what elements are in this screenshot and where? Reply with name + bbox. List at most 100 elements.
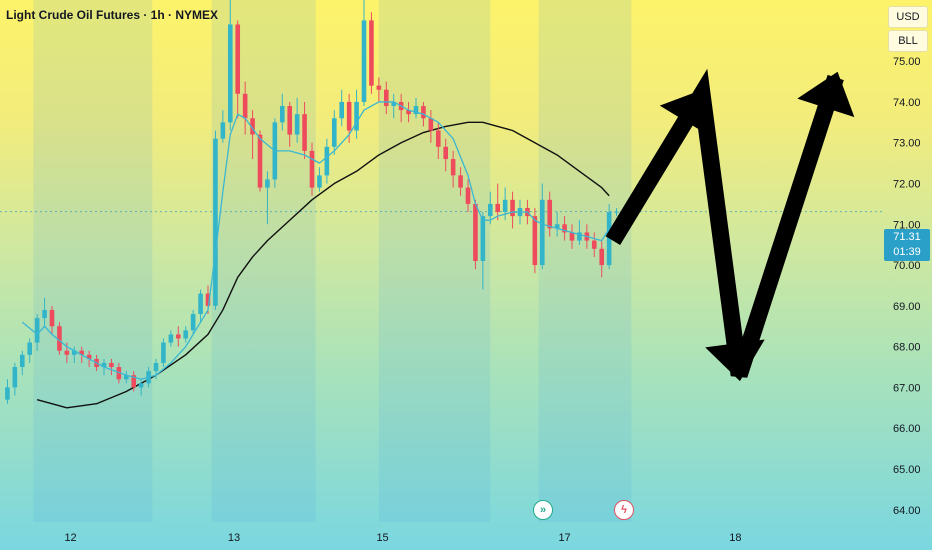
price-tick-label: 69.00 xyxy=(893,301,921,313)
candle-body xyxy=(428,118,434,131)
candle xyxy=(547,191,553,237)
candle-body xyxy=(86,354,92,359)
candle-body xyxy=(257,134,263,188)
candle xyxy=(539,183,545,270)
candle xyxy=(265,171,270,225)
candle xyxy=(554,212,560,237)
candle-body xyxy=(49,309,55,327)
time-tick-label: 15 xyxy=(376,532,388,544)
candle-body xyxy=(183,330,189,339)
candle xyxy=(250,110,255,160)
candle-body xyxy=(458,175,463,188)
candle xyxy=(331,110,337,155)
candle-body xyxy=(175,334,181,339)
candle-body xyxy=(547,199,553,229)
candle-body xyxy=(213,138,218,306)
candle-body xyxy=(369,20,374,86)
price-tick-label: 72.00 xyxy=(893,179,921,191)
unit-label[interactable]: BLL xyxy=(888,30,928,52)
candle xyxy=(369,12,374,94)
candle-body xyxy=(123,375,129,380)
candle xyxy=(161,338,166,368)
candle-body xyxy=(510,199,515,217)
candle-body xyxy=(339,101,345,119)
candle xyxy=(213,130,218,310)
price-tick-label: 73.00 xyxy=(893,138,921,150)
candle xyxy=(317,167,322,192)
candle xyxy=(383,81,389,115)
candle xyxy=(27,338,33,363)
currency-label[interactable]: USD xyxy=(888,6,928,28)
candle xyxy=(354,89,359,139)
candle-body xyxy=(190,314,196,331)
candle-body xyxy=(391,101,397,107)
time-tick-label: 13 xyxy=(228,532,240,544)
candle-body xyxy=(27,342,33,355)
candle-body xyxy=(265,179,270,188)
candle xyxy=(12,362,18,396)
candle xyxy=(465,179,471,213)
candle-body xyxy=(161,342,166,363)
candle-body xyxy=(19,354,25,368)
candle-body xyxy=(346,101,352,131)
candle-body xyxy=(591,240,597,249)
price-tick-label: 74.00 xyxy=(893,97,921,109)
candle-body xyxy=(309,150,315,188)
price-tick-label: 75.00 xyxy=(893,56,921,68)
slow-moving-average-layer xyxy=(36,121,610,409)
fast-forward-icon[interactable]: » xyxy=(533,500,553,520)
candle xyxy=(413,97,419,119)
projection-arrow-head xyxy=(797,71,855,118)
candle xyxy=(443,138,449,172)
candle-body xyxy=(168,334,174,343)
candle-body xyxy=(250,118,255,135)
candle xyxy=(57,322,62,355)
candle xyxy=(510,191,515,229)
session-band xyxy=(378,0,491,522)
time-tick-label: 17 xyxy=(558,532,570,544)
candle xyxy=(428,110,434,143)
price-axis-labels: 76.0075.0074.0073.0072.0071.0070.0069.00… xyxy=(893,15,921,516)
candle-body xyxy=(614,211,619,213)
candle xyxy=(227,0,233,131)
candle-body xyxy=(532,216,538,266)
candle-body xyxy=(487,203,493,217)
candle xyxy=(591,232,597,257)
candle-body xyxy=(539,199,545,266)
candle-body xyxy=(443,146,449,160)
candle-body xyxy=(279,106,285,123)
candle xyxy=(406,101,411,123)
candle xyxy=(131,371,137,392)
fast-moving-average-layer xyxy=(21,101,610,380)
candle-body xyxy=(294,114,300,135)
candle xyxy=(242,81,248,135)
candle-body xyxy=(302,114,307,151)
candle xyxy=(458,167,463,196)
candle xyxy=(175,326,181,347)
candle xyxy=(577,220,582,245)
candle-body xyxy=(413,106,419,115)
candle xyxy=(302,101,307,160)
candle xyxy=(473,199,478,270)
candle-body xyxy=(435,130,441,147)
candle-body xyxy=(198,293,203,315)
session-band xyxy=(211,0,316,522)
candle xyxy=(42,297,47,327)
projection-arrow-layer xyxy=(605,68,855,382)
candle-body xyxy=(562,224,567,233)
price-tick-label: 64.00 xyxy=(893,505,921,517)
lightning-alert-icon[interactable]: ϟ xyxy=(614,500,634,520)
candle xyxy=(435,122,441,160)
candle-body xyxy=(599,248,605,266)
candle xyxy=(168,330,174,347)
candle-body xyxy=(153,362,159,372)
candle-body xyxy=(64,350,70,355)
candle-body xyxy=(242,93,248,119)
candle xyxy=(532,207,538,274)
candle xyxy=(309,142,315,196)
candle xyxy=(5,379,10,404)
candle xyxy=(198,289,203,323)
candle xyxy=(49,305,55,335)
